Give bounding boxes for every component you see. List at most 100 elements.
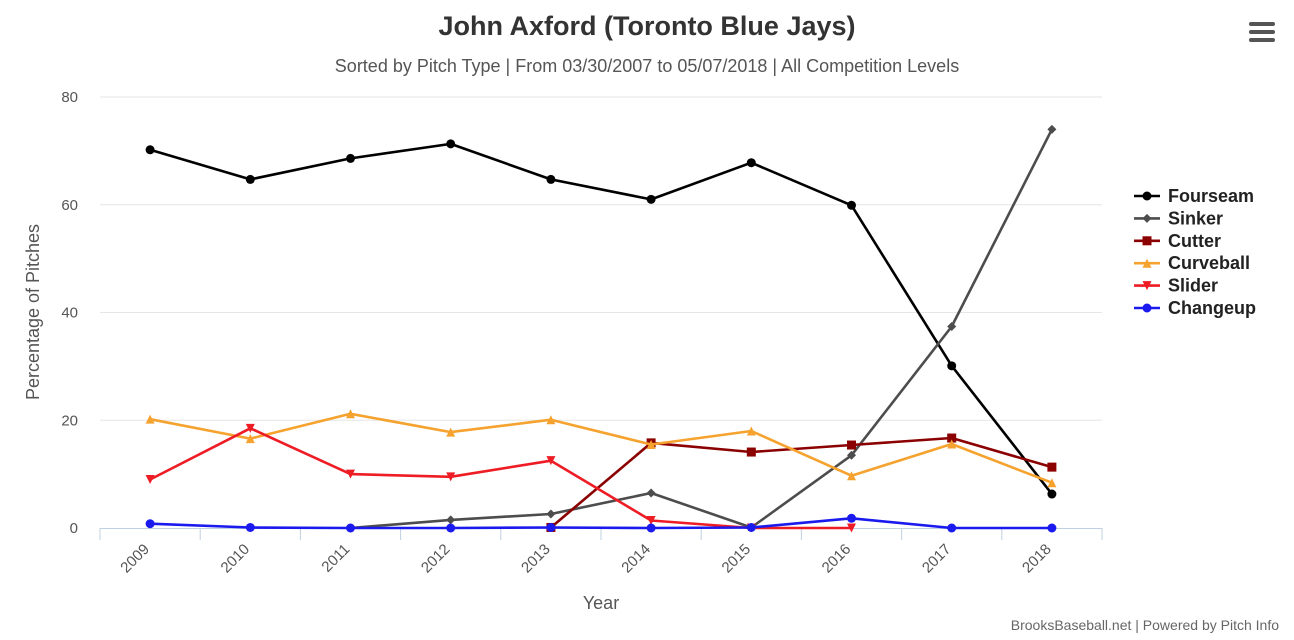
data-point-curveball[interactable] xyxy=(446,427,456,437)
series-line-cutter xyxy=(550,436,1053,529)
y-tick-label: 20 xyxy=(61,412,78,429)
legend-item-curveball[interactable]: Curveball xyxy=(1134,253,1250,273)
data-point-slider[interactable] xyxy=(245,423,255,433)
data-point-changeup[interactable] xyxy=(847,513,856,523)
data-point-slider[interactable] xyxy=(346,469,355,479)
chart-subtitle: Sorted by Pitch Type | From 03/30/2007 t… xyxy=(335,56,959,76)
data-point-sinker[interactable] xyxy=(646,488,656,498)
data-point-slider[interactable] xyxy=(546,456,556,466)
x-axis: 2009 2010 2011 2012 2013 2014 2015 2016 2017 2018 xyxy=(99,528,1103,577)
data-point-fourseam[interactable] xyxy=(947,361,957,371)
data-point-curveball[interactable] xyxy=(746,426,756,436)
x-tick-label: 2013 xyxy=(518,541,554,577)
x-tick-label: 2018 xyxy=(1019,541,1055,577)
data-point-slider[interactable] xyxy=(646,515,656,525)
data-point-curveball[interactable] xyxy=(546,415,556,425)
legend-label-changeup: Changeup xyxy=(1168,298,1256,318)
data-point-fourseam[interactable] xyxy=(145,145,155,155)
data-point-changeup[interactable] xyxy=(446,523,456,533)
legend-marker-sinker xyxy=(1142,213,1152,223)
data-point-slider[interactable] xyxy=(847,523,856,533)
data-point-changeup[interactable] xyxy=(145,519,155,529)
legend-marker-changeup xyxy=(1142,303,1152,313)
data-point-fourseam[interactable] xyxy=(646,194,656,204)
x-tick-label: 2009 xyxy=(117,541,153,577)
data-point-fourseam[interactable] xyxy=(746,158,756,168)
legend-marker-cutter xyxy=(1142,236,1152,246)
data-point-changeup[interactable] xyxy=(947,523,957,533)
legend-label-sinker: Sinker xyxy=(1168,208,1223,228)
data-point-sinker[interactable] xyxy=(847,450,856,460)
data-point-curveball[interactable] xyxy=(145,414,155,424)
data-point-curveball[interactable] xyxy=(847,471,856,481)
data-point-changeup[interactable] xyxy=(546,522,556,532)
series-line-curveball xyxy=(149,412,1053,484)
data-point-changeup[interactable] xyxy=(346,523,355,533)
y-tick-label: 60 xyxy=(61,197,78,214)
chart-title: John Axford (Toronto Blue Jays) xyxy=(438,11,855,41)
credits-text[interactable]: BrooksBaseball.net | Powered by Pitch In… xyxy=(1011,617,1279,633)
grid-lines xyxy=(100,96,1102,421)
x-tick-label: 2010 xyxy=(218,541,254,577)
series-fourseam xyxy=(145,139,1057,499)
legend-item-cutter[interactable]: Cutter xyxy=(1134,231,1221,251)
legend-label-slider: Slider xyxy=(1168,276,1218,296)
data-point-cutter[interactable] xyxy=(1047,462,1057,472)
series-curveball xyxy=(145,409,1057,488)
series-line-sinker xyxy=(350,128,1054,530)
y-tick-label: 0 xyxy=(70,520,78,537)
legend-item-fourseam[interactable]: Fourseam xyxy=(1134,186,1254,206)
data-point-cutter[interactable] xyxy=(947,433,957,443)
hamburger-menu-icon[interactable] xyxy=(1246,18,1278,42)
data-point-sinker[interactable] xyxy=(947,322,957,332)
series-sinker xyxy=(346,124,1057,533)
legend-marker-fourseam xyxy=(1142,191,1152,201)
legend-item-changeup[interactable]: Changeup xyxy=(1134,298,1256,318)
x-tick-label: 2011 xyxy=(318,541,353,576)
data-point-sinker[interactable] xyxy=(446,515,456,525)
x-axis-title: Year xyxy=(583,593,619,613)
data-point-cutter[interactable] xyxy=(746,447,756,457)
legend-label-fourseam: Fourseam xyxy=(1168,186,1254,206)
series-cutter xyxy=(546,433,1057,532)
data-point-sinker[interactable] xyxy=(546,509,556,519)
data-point-curveball[interactable] xyxy=(947,439,957,449)
data-point-slider[interactable] xyxy=(145,475,155,485)
data-point-fourseam[interactable] xyxy=(245,174,255,184)
data-point-fourseam[interactable] xyxy=(346,153,355,163)
data-point-curveball[interactable] xyxy=(1047,478,1057,488)
legend-label-curveball: Curveball xyxy=(1168,253,1250,273)
data-point-changeup[interactable] xyxy=(245,522,255,532)
data-point-fourseam[interactable] xyxy=(847,200,856,210)
data-point-fourseam[interactable] xyxy=(446,139,456,149)
y-tick-label: 40 xyxy=(61,305,78,322)
y-tick-label: 80 xyxy=(61,89,78,106)
legend-marker-curveball xyxy=(1142,258,1152,268)
data-point-slider[interactable] xyxy=(446,472,456,482)
data-point-fourseam[interactable] xyxy=(546,174,556,184)
data-point-sinker[interactable] xyxy=(1047,124,1057,134)
x-tick-label: 2015 xyxy=(719,541,755,577)
legend-item-slider[interactable]: Slider xyxy=(1134,276,1218,296)
y-axis-title: Percentage of Pitches xyxy=(23,224,43,400)
data-point-curveball[interactable] xyxy=(646,439,656,449)
x-tick-label: 2014 xyxy=(618,541,654,577)
legend-label-cutter: Cutter xyxy=(1168,231,1221,251)
series-group xyxy=(145,124,1057,533)
legend-marker-slider xyxy=(1142,281,1152,291)
data-point-curveball[interactable] xyxy=(346,409,355,419)
series-line-changeup xyxy=(150,517,1052,530)
x-tick-label: 2017 xyxy=(919,541,955,577)
data-point-cutter[interactable] xyxy=(847,440,856,450)
series-line-slider xyxy=(149,427,852,530)
series-changeup xyxy=(145,513,1057,533)
data-point-changeup[interactable] xyxy=(646,523,656,533)
legend-item-sinker[interactable]: Sinker xyxy=(1134,208,1223,228)
x-tick-label: 2012 xyxy=(418,541,454,577)
data-point-curveball[interactable] xyxy=(245,434,255,444)
data-point-fourseam[interactable] xyxy=(1047,489,1057,499)
data-point-changeup[interactable] xyxy=(1047,523,1057,533)
data-point-changeup[interactable] xyxy=(746,522,756,532)
